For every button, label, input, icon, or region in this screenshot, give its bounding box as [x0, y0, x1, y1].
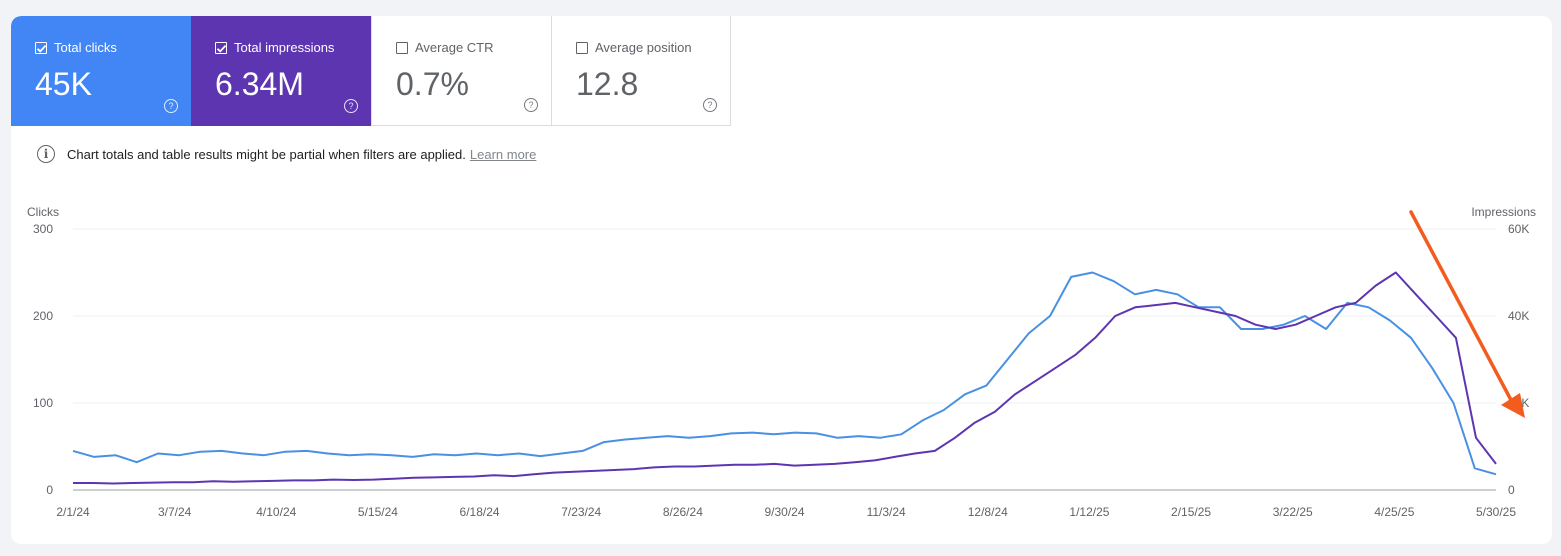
info-icon: i — [37, 145, 55, 163]
x-tick-label: 6/18/24 — [460, 505, 500, 519]
checkbox-position[interactable] — [576, 42, 588, 54]
help-icon[interactable]: ? — [703, 98, 717, 112]
right-axis-title: Impressions — [1471, 205, 1536, 219]
help-icon[interactable]: ? — [524, 98, 538, 112]
annotation-arrow-shaft — [1409, 210, 1513, 402]
y-tick-left: 0 — [46, 483, 53, 497]
y-tick-right: 0 — [1508, 483, 1515, 497]
x-tick-label: 11/3/24 — [867, 505, 906, 519]
check-icon — [36, 44, 47, 53]
annotation-arrow-head — [1501, 393, 1525, 418]
y-tick-right: 40K — [1508, 309, 1529, 323]
checkbox-impressions[interactable] — [215, 42, 227, 54]
metric-value: 6.34M — [215, 66, 304, 102]
performance-panel: Total clicks 45K ? Total impressions 6.3… — [11, 16, 1552, 544]
x-tick-label: 12/8/24 — [968, 505, 1008, 519]
y-tick-left: 300 — [33, 222, 53, 236]
metric-label: Average position — [595, 40, 692, 55]
metric-card-ctr[interactable]: Average CTR 0.7% ? — [371, 16, 551, 126]
metric-card-clicks[interactable]: Total clicks 45K ? — [11, 16, 191, 126]
checkbox-clicks[interactable] — [35, 42, 47, 54]
metric-card-position[interactable]: Average position 12.8 ? — [551, 16, 731, 126]
x-tick-label: 4/10/24 — [256, 505, 296, 519]
metric-label: Average CTR — [415, 40, 494, 55]
x-tick-label: 9/30/24 — [764, 505, 804, 519]
metric-card-impressions[interactable]: Total impressions 6.34M ? — [191, 16, 371, 126]
left-axis-title: Clicks — [27, 205, 59, 219]
metric-cards: Total clicks 45K ? Total impressions 6.3… — [11, 16, 731, 126]
y-tick-right: 60K — [1508, 222, 1529, 236]
check-icon — [216, 44, 227, 53]
x-tick-label: 2/1/24 — [56, 505, 90, 519]
y-tick-left: 100 — [33, 396, 53, 410]
x-tick-label: 5/30/25 — [1476, 505, 1516, 519]
help-icon[interactable]: ? — [164, 99, 178, 113]
notice-text: Chart totals and table results might be … — [67, 146, 466, 162]
x-tick-label: 5/15/24 — [358, 505, 398, 519]
x-tick-label: 2/15/25 — [1171, 505, 1211, 519]
x-tick-label: 8/26/24 — [663, 505, 703, 519]
x-tick-label: 1/12/25 — [1069, 505, 1109, 519]
metric-label: Total impressions — [234, 40, 335, 55]
filter-notice: i Chart totals and table results might b… — [37, 144, 536, 164]
metric-value: 0.7% — [396, 66, 469, 102]
impressions-series-line — [73, 271, 1497, 485]
clicks-series-line — [72, 271, 1497, 476]
x-tick-label: 7/23/24 — [561, 505, 601, 519]
x-tick-label: 4/25/25 — [1374, 505, 1414, 519]
checkbox-ctr[interactable] — [396, 42, 408, 54]
x-tick-label: 3/22/25 — [1273, 505, 1313, 519]
metric-value: 12.8 — [576, 66, 639, 102]
metric-label: Total clicks — [54, 40, 117, 55]
x-tick-label: 3/7/24 — [158, 505, 192, 519]
learn-more-link[interactable]: Learn more — [469, 146, 537, 162]
metric-value: 45K — [35, 66, 92, 102]
y-tick-left: 200 — [33, 309, 53, 323]
performance-chart: 0010020K20040K30060KClicksImpressions2/1… — [27, 205, 1536, 519]
help-icon[interactable]: ? — [344, 99, 358, 113]
